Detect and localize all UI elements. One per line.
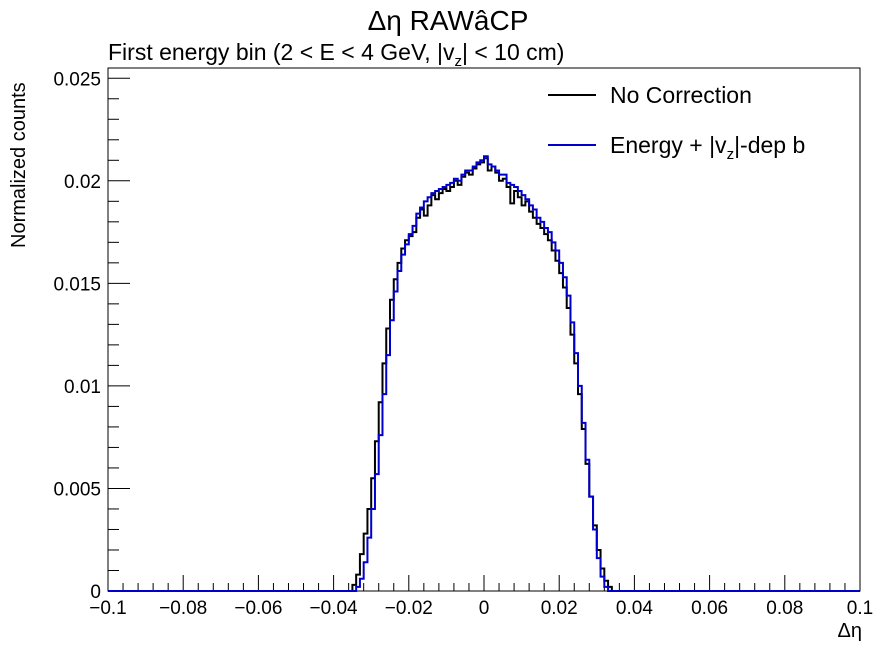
legend-label-energy-vz: Energy + |vz|-dep b [610, 130, 806, 163]
subtitle-prefix: First energy bin (2 < E < 4 GeV, |v [108, 39, 455, 65]
y-tick-label: 0.015 [53, 274, 101, 295]
legend-label-text: Energy + |v [610, 132, 727, 158]
series-layer [108, 155, 860, 592]
x-tick-label: −0.02 [385, 598, 433, 619]
legend-label-sub: z [726, 146, 735, 163]
x-tick-label: −0.06 [234, 598, 282, 619]
y-axis-label: Normalized counts [8, 82, 30, 248]
series-no-correction-line [108, 157, 860, 592]
chart-subtitle: First energy bin (2 < E < 4 GeV, |vz| < … [108, 38, 565, 69]
series-energy-vz-line [108, 155, 860, 592]
x-tick-label: 0.02 [541, 598, 578, 619]
legend-swatch-energy-vz [548, 144, 596, 146]
legend-label-text: No Correction [610, 82, 752, 108]
x-tick-label: 0.1 [847, 598, 873, 619]
legend-label-suffix: |-dep b [734, 132, 806, 158]
chart-title: Δη RAWâCP [367, 5, 529, 36]
x-tick-label: −0.1 [89, 598, 127, 619]
x-tick-label: 0.04 [616, 598, 653, 619]
x-tick-label: −0.04 [310, 598, 359, 619]
x-tick-label: 0 [479, 598, 490, 619]
y-tick-label: 0.025 [53, 69, 101, 90]
y-tick-label: 0.01 [64, 377, 101, 398]
legend-label-no-correction: No Correction [610, 80, 752, 110]
axis-ticks: −0.1 −0.08 −0.06 −0.04 −0.02 0 0.02 0.04 0.06 0.0… [53, 69, 873, 619]
subtitle-suffix: | < 10 cm) [461, 39, 565, 65]
y-tick-label: 0 [90, 582, 101, 603]
x-tick-label: 0.06 [691, 598, 728, 619]
legend-swatch-no-correction [548, 94, 596, 96]
x-tick-label: 0.08 [766, 598, 803, 619]
y-tick-label: 0.005 [53, 479, 101, 500]
x-tick-label: −0.08 [159, 598, 207, 619]
y-tick-label: 0.02 [64, 172, 101, 193]
subtitle-sub: z [454, 53, 462, 70]
x-axis-label: Δη [837, 620, 862, 642]
